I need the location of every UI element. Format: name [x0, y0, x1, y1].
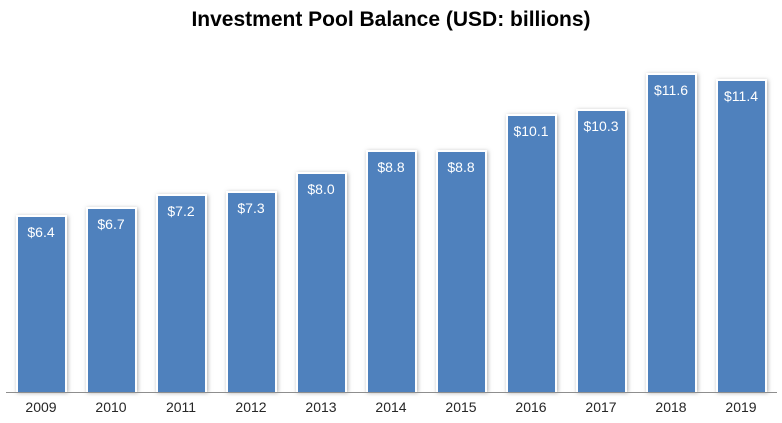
bar-slot-2018: $11.6 [636, 73, 706, 392]
x-axis-label-2015: 2015 [445, 399, 477, 415]
x-axis-label-2019: 2019 [725, 399, 757, 415]
bar-slot-2010: $6.7 [76, 207, 146, 392]
bar-2016: $10.1 [505, 114, 557, 392]
bar-slot-2016: $10.1 [496, 114, 566, 392]
bar-slot-2017: $10.3 [566, 109, 636, 392]
bar-value-label-2018: $11.6 [654, 82, 688, 98]
plot-area: $6.4 $6.7 $7.2 $7.3 $8.0 $8.8 $8.8 $10.1 $10.3 $1… [6, 40, 776, 392]
bar-2015: $8.8 [435, 150, 487, 392]
bar-value-label-2011: $7.2 [167, 203, 195, 219]
bar-2011: $7.2 [155, 194, 207, 392]
bar-slot-2014: $8.8 [356, 150, 426, 392]
x-axis-label-2009: 2009 [25, 399, 57, 415]
bar-2010: $6.7 [85, 207, 137, 392]
x-axis-label-2018: 2018 [655, 399, 687, 415]
bar-slot-2013: $8.0 [286, 172, 356, 392]
bar-slot-2009: $6.4 [6, 215, 76, 392]
bar-2014: $8.8 [365, 150, 417, 392]
bar-2018: $11.6 [645, 73, 697, 392]
bar-2009: $6.4 [15, 215, 67, 392]
bar-value-label-2009: $6.4 [27, 224, 55, 240]
chart-title: Investment Pool Balance (USD: billions) [191, 8, 591, 31]
bar-slot-2015: $8.8 [426, 150, 496, 392]
bar-value-label-2014: $8.8 [377, 159, 405, 175]
bar-value-label-2019: $11.4 [724, 88, 758, 104]
x-axis-label-2012: 2012 [235, 399, 267, 415]
bar-slot-2011: $7.2 [146, 194, 216, 392]
bar-value-label-2013: $8.0 [307, 181, 335, 197]
x-axis-label-2014: 2014 [375, 399, 407, 415]
x-axis-line [6, 392, 777, 393]
bar-value-label-2016: $10.1 [513, 123, 549, 139]
bar-2017: $10.3 [575, 109, 627, 392]
x-axis-label-2013: 2013 [305, 399, 337, 415]
x-axis-label-2016: 2016 [515, 399, 547, 415]
x-axis-label-2010: 2010 [95, 399, 127, 415]
bar-value-label-2015: $8.8 [447, 159, 475, 175]
bar-2012: $7.3 [225, 191, 277, 392]
bar-value-label-2010: $6.7 [97, 216, 125, 232]
bar-2019: $11.4 [715, 79, 767, 392]
bar-value-label-2012: $7.3 [237, 200, 265, 216]
bar-value-label-2017: $10.3 [583, 118, 619, 134]
bar-slot-2019: $11.4 [706, 79, 776, 392]
bar-slot-2012: $7.3 [216, 191, 286, 392]
x-axis-label-2017: 2017 [585, 399, 617, 415]
bar-2013: $8.0 [295, 172, 347, 392]
x-axis-label-2011: 2011 [165, 399, 197, 415]
x-axis-labels: 2009 2010 2011 2012 2013 2014 2015 2016 2017 2018… [6, 399, 776, 415]
